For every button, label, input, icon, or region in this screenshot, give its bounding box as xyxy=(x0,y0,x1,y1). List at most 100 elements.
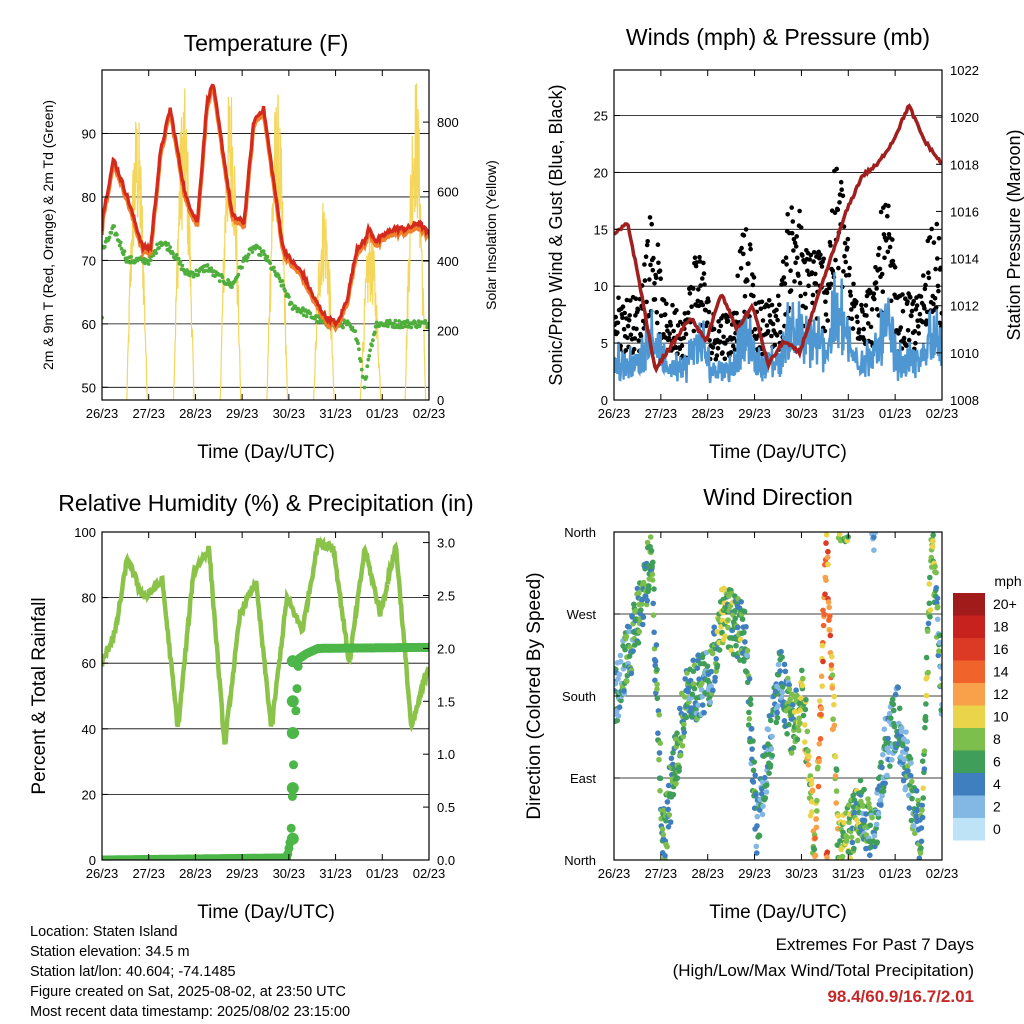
gust-point xyxy=(700,302,706,308)
temp-ytick-label: 90 xyxy=(82,126,96,141)
direction-point xyxy=(779,654,785,660)
legend-swatch xyxy=(953,615,985,638)
direction-point xyxy=(934,604,941,610)
gust-point xyxy=(710,345,716,350)
direction-point xyxy=(744,647,751,654)
gust-point xyxy=(734,310,739,316)
gust-point xyxy=(805,268,810,274)
gust-point xyxy=(679,343,685,349)
direction-point xyxy=(821,611,828,618)
direction-point xyxy=(652,658,659,664)
gust-point xyxy=(938,265,942,271)
winds-axis-ticks: 0 5 10 15 20 25 1008 1010 1012 1014 1016 1018 1020 10… xyxy=(594,63,979,421)
direction-point xyxy=(872,532,879,536)
rh-xtick-label: 01/23 xyxy=(366,866,399,881)
direction-point xyxy=(721,585,727,592)
direction-point xyxy=(710,687,716,694)
direction-point xyxy=(869,814,875,821)
figure-created: Figure created on Sat, 2025-08-02, at 23… xyxy=(30,984,346,1000)
gust-point xyxy=(842,240,848,246)
direction-point xyxy=(880,751,886,758)
direction-point xyxy=(615,676,621,682)
gust-point xyxy=(874,286,879,291)
direction-point xyxy=(809,809,815,815)
gust-point xyxy=(653,275,659,281)
dewpoint-point xyxy=(371,338,375,343)
direction-point xyxy=(742,639,748,645)
winds-ytick-label: 25 xyxy=(594,109,608,124)
temp-y2tick-label: 600 xyxy=(437,185,459,200)
gust-point xyxy=(652,281,657,286)
direction-point xyxy=(804,728,811,735)
direction-point xyxy=(909,778,915,785)
direction-point xyxy=(915,797,921,804)
direction-point xyxy=(835,813,841,819)
direction-point xyxy=(762,795,769,801)
humidity-plot-frame xyxy=(101,531,430,861)
temperature-ylabel-left: 2m & 9m T (Red, Orange) & 2m Td (Green) xyxy=(40,100,56,370)
gust-point xyxy=(766,298,772,303)
direction-point xyxy=(666,812,673,818)
legend-label: 16 xyxy=(993,641,1009,657)
gust-point xyxy=(716,319,721,324)
gust-point xyxy=(824,290,830,296)
gust-point xyxy=(685,310,691,316)
gust-point xyxy=(796,273,801,278)
direction-point xyxy=(738,599,744,605)
gust-point xyxy=(882,255,887,261)
direction-point xyxy=(769,733,775,740)
direction-point xyxy=(786,682,792,688)
direction-point xyxy=(793,687,799,693)
dewpoint-point xyxy=(397,319,401,323)
extremes-title: Extremes For Past 7 Days xyxy=(775,935,974,954)
direction-point xyxy=(644,597,650,604)
gust-point xyxy=(645,239,650,244)
direction-point xyxy=(805,762,812,768)
direction-point xyxy=(808,777,815,783)
humidity-panel: Relative Humidity (%) & Precipitation (i… xyxy=(29,490,474,923)
direction-point xyxy=(926,600,933,607)
direction-point xyxy=(794,692,800,699)
gust-point xyxy=(922,286,928,292)
direction-point xyxy=(799,682,806,689)
gust-point xyxy=(644,299,649,305)
winds-y2tick-label: 1018 xyxy=(950,157,979,172)
dewpoint-point xyxy=(121,252,126,257)
gust-point xyxy=(781,275,787,280)
direction-point xyxy=(733,642,739,649)
gust-point xyxy=(934,221,940,227)
direction-point xyxy=(827,613,833,619)
direction-xtick-label: 31/23 xyxy=(832,866,865,881)
solar-trace xyxy=(404,83,427,400)
rh-xtick-label: 26/23 xyxy=(86,866,119,881)
rh-ytick-label: 80 xyxy=(82,591,96,606)
dewpoint-point xyxy=(145,258,150,263)
gust-point xyxy=(790,219,796,224)
gust-point xyxy=(828,281,834,287)
direction-point xyxy=(803,696,809,703)
gust-point xyxy=(906,337,912,343)
gust-point xyxy=(624,297,630,303)
direction-point xyxy=(886,710,893,717)
direction-point xyxy=(865,796,871,802)
gust-point xyxy=(715,345,721,351)
direction-point xyxy=(813,816,819,822)
direction-point xyxy=(934,616,941,623)
gust-point xyxy=(813,281,819,286)
gust-point xyxy=(742,293,748,299)
direction-xtick-label: 27/23 xyxy=(645,866,678,881)
direction-xtick-label: 28/23 xyxy=(691,866,724,881)
direction-point xyxy=(774,715,781,721)
direction-point xyxy=(772,688,779,695)
gust-point xyxy=(748,246,753,252)
gust-point xyxy=(863,303,869,308)
direction-point xyxy=(919,814,926,821)
direction-point xyxy=(929,543,936,550)
direction-point xyxy=(831,701,837,708)
extremes-subtitle: (High/Low/Max Wind/Total Precipitation) xyxy=(672,961,974,980)
gust-point xyxy=(892,265,898,270)
winds-ytick-label: 5 xyxy=(601,336,608,351)
direction-point xyxy=(907,772,914,779)
gust-point xyxy=(793,244,799,249)
